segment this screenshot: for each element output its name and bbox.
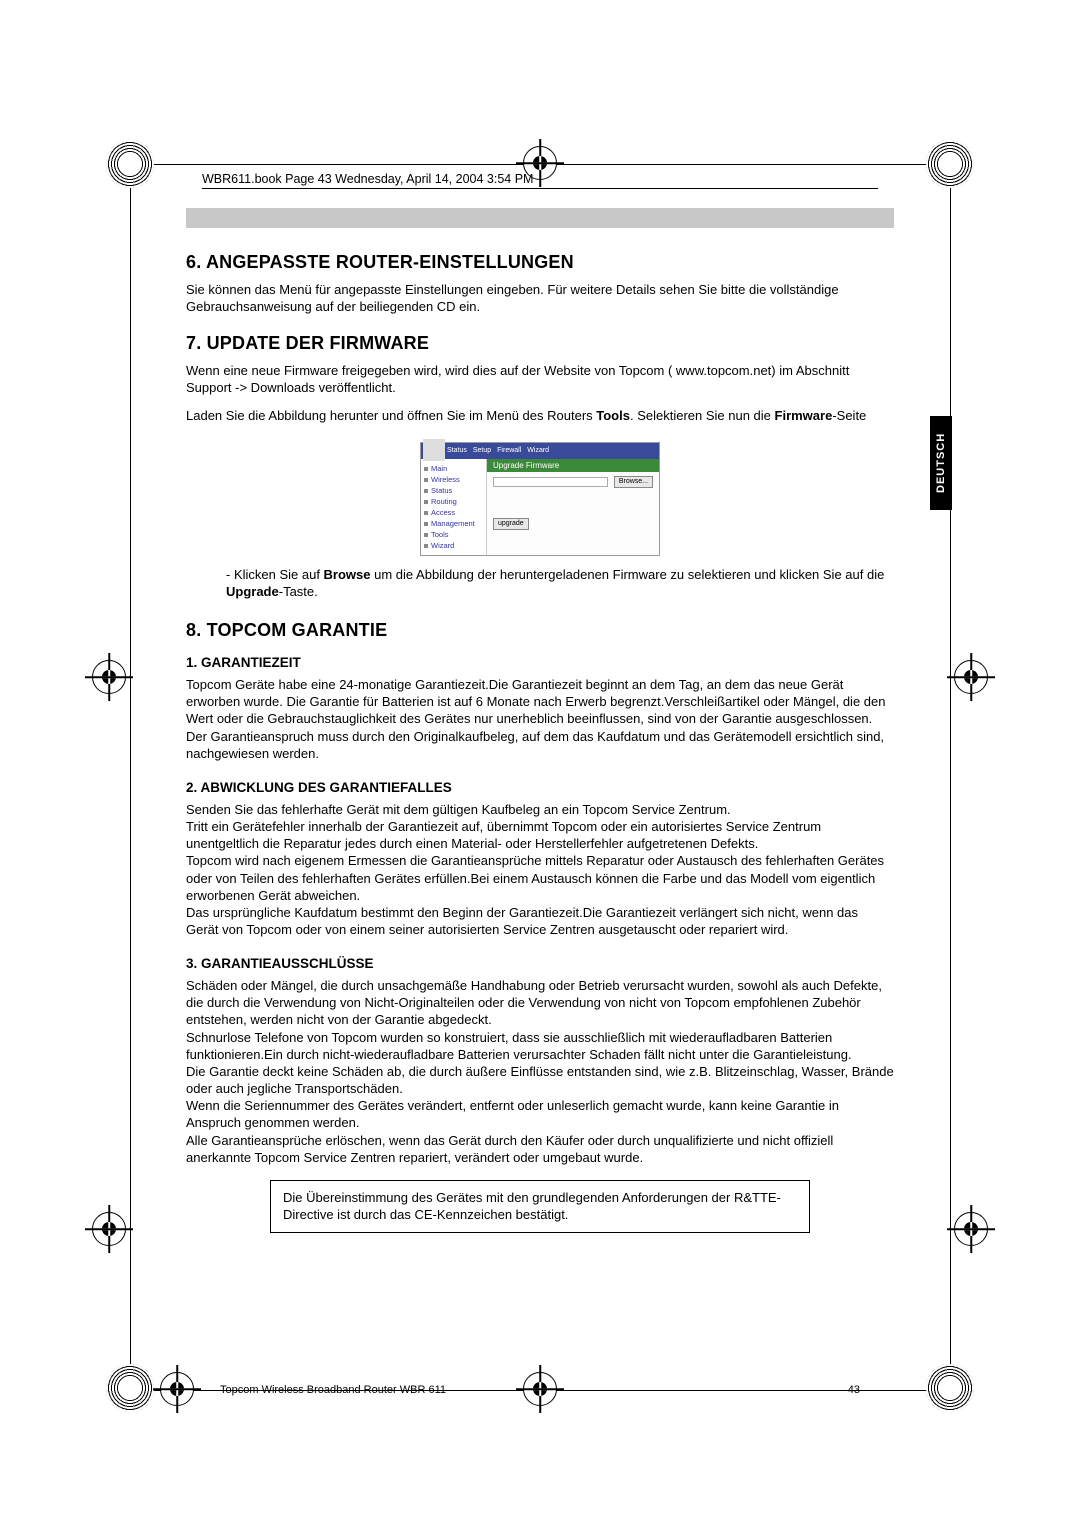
corner-mark-tl (106, 140, 154, 188)
section-7-title: 7. UPDATE DER FIRMWARE (186, 333, 894, 354)
section-6-body: Sie können das Menü für angepasste Einst… (186, 281, 894, 315)
ss-sidebar: Main Wireless Status Routing Access Mana… (421, 459, 487, 555)
s8-2-p2: Tritt ein Gerätefehler innerhalb der Gar… (186, 818, 894, 852)
s7p2-e: -Seite (832, 408, 866, 423)
compliance-note: Die Übereinstimmung des Gerätes mit den … (270, 1180, 810, 1233)
ss-side-2: Status (421, 485, 486, 496)
grey-heading-bar (186, 208, 894, 228)
footer-product: Topcom Wireless Broadband Router WBR 611 (220, 1384, 446, 1396)
reg-mark-bot-center (523, 1372, 557, 1406)
s7p2-b: Tools (596, 408, 630, 423)
corner-mark-tr (926, 140, 974, 188)
s7p2-c: . Selektieren Sie nun die (630, 408, 775, 423)
frame-right (950, 140, 951, 1412)
reg-mark-right-top (954, 660, 988, 694)
section-7-note: - Klicken Sie auf Browse um die Abbildun… (226, 566, 894, 600)
header-rule (202, 188, 878, 189)
s8-1-p1: Topcom Geräte habe eine 24-monatige Gara… (186, 676, 894, 727)
page-header: WBR611.book Page 43 Wednesday, April 14,… (202, 172, 533, 186)
ss-tab-3: Wizard (527, 447, 549, 454)
ss-logo (423, 439, 445, 461)
s8-3-title: 3. GARANTIEAUSSCHLÜSSE (186, 956, 894, 971)
s8-1-p2: Der Garantieanspruch muss durch den Orig… (186, 728, 894, 762)
corner-mark-bl (106, 1364, 154, 1412)
section-7-p1: Wenn eine neue Firmware freigegeben wird… (186, 362, 894, 396)
reg-mark-right-bot (954, 1212, 988, 1246)
s7p2-a: Laden Sie die Abbildung herunter und öff… (186, 408, 596, 423)
s8-1-title: 1. GARANTIEZEIT (186, 655, 894, 670)
ss-side-0: Main (421, 463, 486, 474)
s8-2-p4: Das ursprüngliche Kaufdatum bestimmt den… (186, 904, 894, 938)
s8-2-title: 2. ABWICKLUNG DES GARANTIEFALLES (186, 780, 894, 795)
s7n-c: um die Abbildung der heruntergeladenen F… (371, 567, 885, 582)
s7n-d: Upgrade (226, 584, 279, 599)
s7p2-d: Firmware (775, 408, 833, 423)
frame-left (130, 140, 131, 1412)
s8-2-p3: Topcom wird nach eigenem Ermessen die Ga… (186, 852, 894, 903)
s8-2-p1: Senden Sie das fehlerhafte Gerät mit dem… (186, 801, 894, 818)
ss-tabs: Status Setup Firewall Wizard (421, 443, 659, 459)
s7n-a: - Klicken Sie auf (226, 567, 324, 582)
ss-panel-title: Upgrade Firmware (487, 459, 659, 472)
page-content: 6. ANGEPASSTE ROUTER-EINSTELLUNGEN Sie k… (186, 208, 894, 1233)
s8-3-p2: Schnurlose Telefone von Topcom wurden so… (186, 1029, 894, 1063)
ss-side-3: Routing (421, 496, 486, 507)
ss-browse-button: Browse... (614, 476, 653, 488)
ss-side-1: Wireless (421, 474, 486, 485)
ss-file-input (493, 477, 608, 487)
s7n-b: Browse (324, 567, 371, 582)
reg-mark-left-top (92, 660, 126, 694)
ss-upgrade-button: upgrade (493, 518, 529, 530)
ss-side-5: Management (421, 518, 486, 529)
section-6-title: 6. ANGEPASSTE ROUTER-EINSTELLUNGEN (186, 252, 894, 273)
s8-3-p5: Alle Garantieansprüche erlöschen, wenn d… (186, 1132, 894, 1166)
ss-side-4: Access (421, 507, 486, 518)
s8-3-p4: Wenn die Seriennummer des Gerätes veränd… (186, 1097, 894, 1131)
ss-tab-2: Firewall (497, 447, 521, 454)
firmware-screenshot: Status Setup Firewall Wizard Main Wirele… (420, 442, 660, 556)
ss-tab-0: Status (447, 447, 467, 454)
section-7-p2: Laden Sie die Abbildung herunter und öff… (186, 407, 894, 424)
s7n-e: -Taste. (279, 584, 318, 599)
ss-tab-1: Setup (473, 447, 491, 454)
language-tab: DEUTSCH (930, 416, 952, 510)
reg-mark-bot-left2 (160, 1372, 194, 1406)
corner-mark-br (926, 1364, 974, 1412)
reg-mark-left-bot (92, 1212, 126, 1246)
s8-3-p1: Schäden oder Mängel, die durch unsachgem… (186, 977, 894, 1028)
footer-page-number: 43 (848, 1384, 860, 1396)
ss-side-6: Tools (421, 529, 486, 540)
section-8-title: 8. TOPCOM GARANTIE (186, 620, 894, 641)
ss-main: Upgrade Firmware Browse... upgrade (487, 459, 659, 555)
s8-3-p3: Die Garantie deckt keine Schäden ab, die… (186, 1063, 894, 1097)
ss-side-7: Wizard (421, 540, 486, 551)
